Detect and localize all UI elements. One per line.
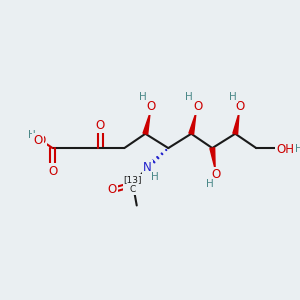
Polygon shape: [210, 148, 215, 169]
Polygon shape: [189, 113, 196, 134]
Text: O: O: [96, 118, 105, 132]
Text: O: O: [37, 134, 46, 147]
Text: O: O: [48, 164, 57, 178]
Text: H: H: [151, 172, 159, 182]
Text: H: H: [230, 92, 237, 102]
Text: O: O: [34, 134, 43, 147]
Text: O: O: [193, 100, 203, 113]
Text: O: O: [146, 100, 156, 113]
Text: O: O: [236, 100, 244, 113]
Text: O: O: [212, 168, 221, 182]
Text: H: H: [185, 92, 193, 102]
Text: [13]
C: [13] C: [124, 175, 142, 194]
Text: H: H: [139, 92, 146, 102]
Polygon shape: [233, 113, 239, 134]
Polygon shape: [143, 113, 150, 134]
Text: O: O: [107, 183, 116, 196]
Text: H: H: [28, 130, 35, 140]
Text: N: N: [143, 161, 152, 174]
Text: OH: OH: [276, 142, 294, 155]
Text: H: H: [296, 144, 300, 154]
Text: H: H: [206, 179, 214, 189]
